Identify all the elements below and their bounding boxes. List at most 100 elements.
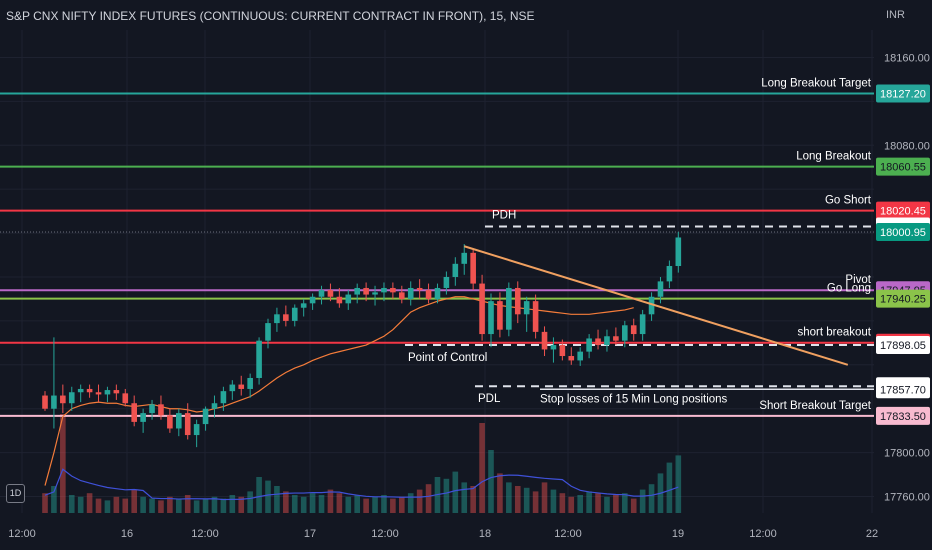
price-badge-text: 18000.95 xyxy=(880,227,926,239)
candle-body xyxy=(95,392,102,395)
volume-bar xyxy=(630,498,637,513)
price-badge xyxy=(876,335,930,354)
level-label: short breakout xyxy=(797,327,871,339)
candle xyxy=(318,285,325,305)
candle xyxy=(300,298,307,317)
candle-body xyxy=(381,287,387,293)
volume-bar xyxy=(176,498,182,513)
candle-body xyxy=(372,292,378,295)
candle-body xyxy=(550,345,557,350)
volume-bar xyxy=(639,489,646,513)
candle-body xyxy=(238,384,245,389)
candle-body xyxy=(60,395,66,404)
candle-body xyxy=(184,413,191,436)
volume-bar xyxy=(220,498,227,513)
candle xyxy=(238,375,245,396)
volume-bar xyxy=(318,495,325,513)
volume-bar xyxy=(238,496,245,513)
candle-body xyxy=(300,303,307,308)
candle-body xyxy=(390,287,396,293)
candle-body xyxy=(363,287,369,295)
candle xyxy=(122,388,129,407)
candle xyxy=(327,283,334,302)
volume-bar xyxy=(550,489,557,513)
candle xyxy=(675,231,682,273)
trend-line xyxy=(463,245,849,366)
candle-body xyxy=(77,388,84,393)
candle xyxy=(613,327,619,346)
candle xyxy=(568,347,575,365)
candle-body xyxy=(622,325,628,341)
volume-bar xyxy=(461,482,468,513)
candle xyxy=(193,419,200,448)
candle-body xyxy=(256,340,262,378)
candle xyxy=(532,294,539,339)
price-badge-text: 17857.70 xyxy=(880,384,926,396)
volume-bar xyxy=(247,491,253,513)
candle xyxy=(452,257,459,286)
volume-bar xyxy=(202,498,209,513)
candle-body xyxy=(291,307,298,321)
currency-label[interactable]: INR xyxy=(886,9,905,21)
candle xyxy=(399,285,405,304)
x-tick-label: 12:00 xyxy=(191,528,219,540)
candle xyxy=(283,305,289,327)
interval-badge[interactable]: 1D xyxy=(6,484,25,503)
candle-body xyxy=(514,287,521,315)
candle xyxy=(131,395,137,427)
price-badge-text: 17833.50 xyxy=(880,411,926,423)
candle xyxy=(309,293,316,310)
candle-body xyxy=(131,403,137,422)
price-badge xyxy=(876,84,930,103)
volume-bar xyxy=(158,500,164,513)
volume-bar xyxy=(479,423,485,513)
candle xyxy=(577,347,583,366)
x-tick-label: 12:00 xyxy=(749,528,777,540)
x-tick-label: 22 xyxy=(866,528,878,540)
candle-body xyxy=(176,413,182,429)
volume-bar xyxy=(568,496,575,513)
volume-bar xyxy=(229,495,236,513)
candle xyxy=(176,408,182,437)
price-badge-text: 17898.05 xyxy=(880,340,926,352)
candle xyxy=(648,292,655,321)
volume-bar xyxy=(60,414,66,513)
candle xyxy=(184,403,191,440)
candle-body xyxy=(318,290,325,297)
candle xyxy=(559,339,566,361)
candle xyxy=(345,290,352,310)
volume-bar xyxy=(309,493,316,513)
price-badge xyxy=(876,380,930,399)
annotation-label: Stop losses of 15 Min Long positions xyxy=(540,393,728,405)
volume-bar xyxy=(452,471,459,513)
candle-body xyxy=(309,296,316,304)
volume-bar xyxy=(532,491,539,513)
candle-body xyxy=(479,283,485,335)
candle-body xyxy=(595,338,601,346)
candle-body xyxy=(345,294,352,304)
x-tick-label: 17 xyxy=(304,528,316,540)
candle-body xyxy=(220,391,227,404)
candle-body xyxy=(104,390,111,395)
volume-bar xyxy=(336,493,343,513)
volume-bar xyxy=(390,498,396,513)
candle-body xyxy=(470,252,476,284)
volume-bar xyxy=(604,496,610,513)
candle xyxy=(506,282,512,337)
candle xyxy=(60,384,66,414)
y-tick-label: 17760.00 xyxy=(884,492,930,504)
price-badge xyxy=(876,406,930,425)
candle xyxy=(550,337,557,363)
candle xyxy=(247,373,253,398)
candle-body xyxy=(559,345,566,357)
candle-body xyxy=(140,413,146,422)
x-tick-label: 16 xyxy=(121,528,133,540)
candle-body xyxy=(274,314,280,324)
volume-bar xyxy=(586,491,592,513)
candle-body xyxy=(327,290,334,297)
y-tick-label: 17800.00 xyxy=(884,448,930,460)
volume-bar xyxy=(416,489,423,513)
candle-body xyxy=(568,356,575,361)
candle-body xyxy=(399,292,405,299)
